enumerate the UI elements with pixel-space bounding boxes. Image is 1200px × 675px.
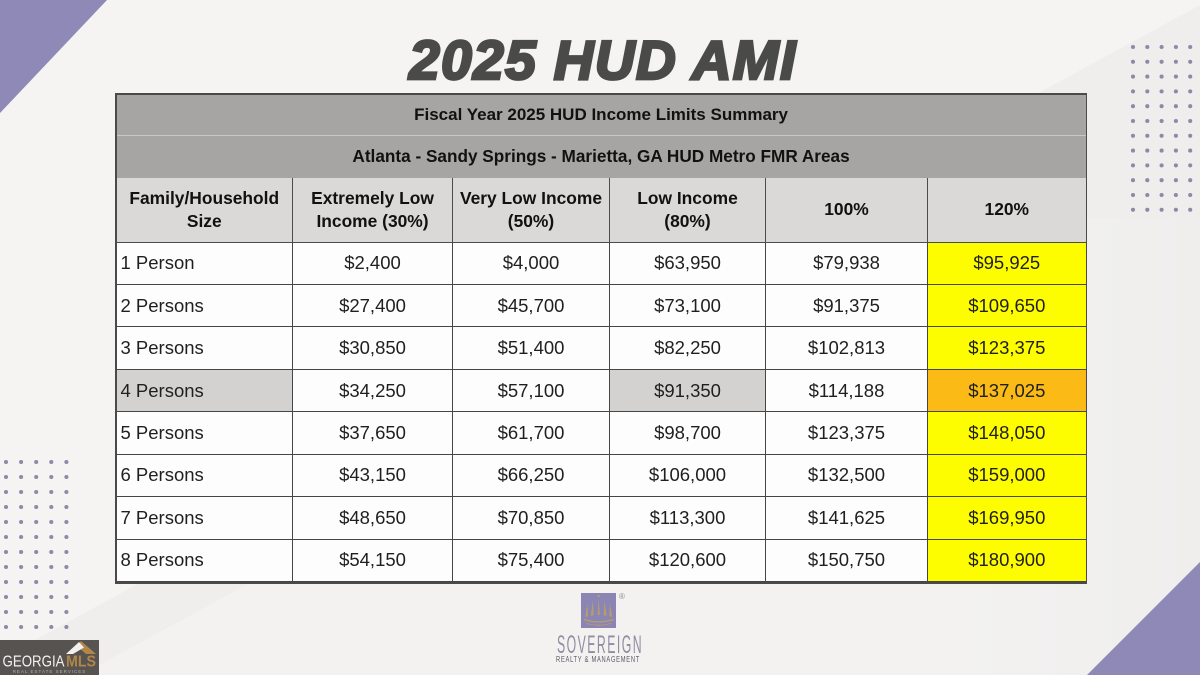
svg-text:MLS: MLS (66, 654, 96, 671)
svg-text:®: ® (619, 592, 625, 601)
svg-text:GEORGIA: GEORGIA (3, 654, 65, 671)
svg-text:REAL ESTATE SERVICES: REAL ESTATE SERVICES (13, 669, 87, 674)
